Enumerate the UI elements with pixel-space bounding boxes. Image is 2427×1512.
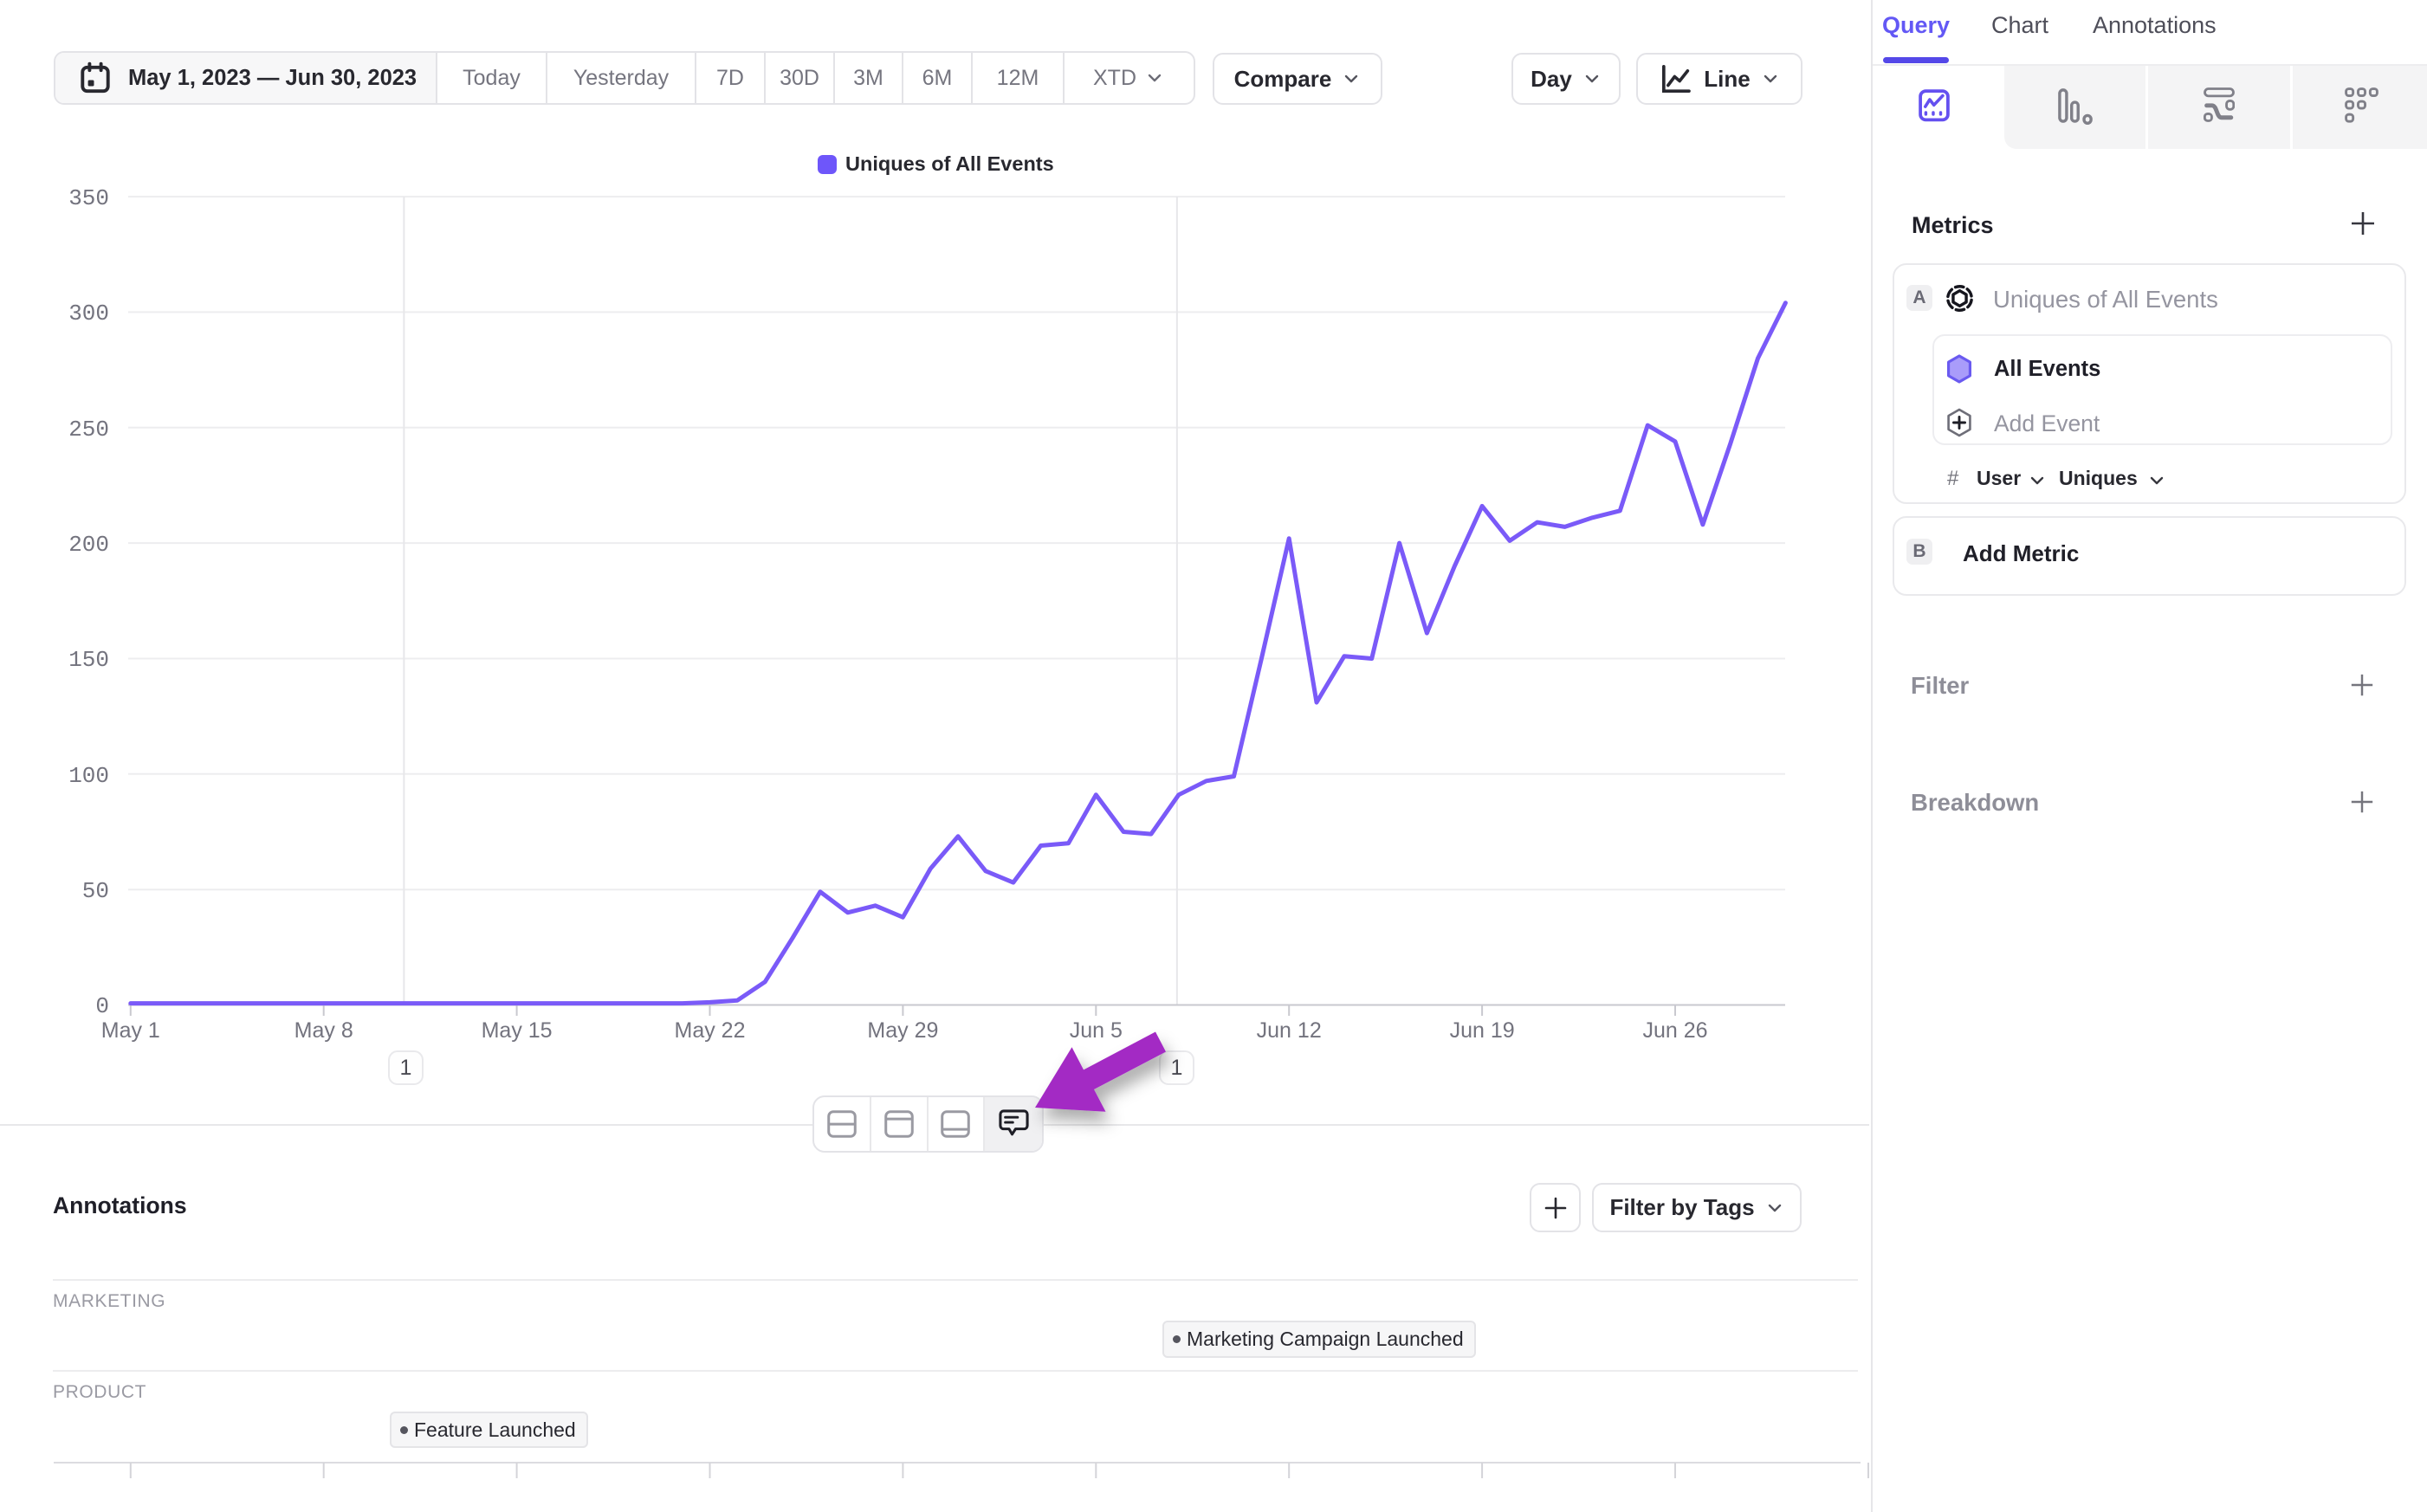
- svg-text:May 22: May 22: [675, 1018, 746, 1043]
- svg-text:0: 0: [95, 993, 109, 1019]
- svg-text:50: 50: [82, 878, 109, 904]
- svg-text:Jun 12: Jun 12: [1257, 1018, 1322, 1043]
- svg-text:300: 300: [68, 300, 109, 326]
- svg-text:Jun 5: Jun 5: [1070, 1018, 1123, 1043]
- svg-text:May 1: May 1: [101, 1018, 160, 1043]
- svg-text:250: 250: [68, 417, 109, 443]
- svg-text:200: 200: [68, 532, 109, 558]
- svg-text:150: 150: [68, 647, 109, 673]
- svg-text:May 29: May 29: [867, 1018, 938, 1043]
- svg-text:100: 100: [68, 763, 109, 789]
- svg-text:350: 350: [68, 185, 109, 211]
- svg-text:May 15: May 15: [482, 1018, 553, 1043]
- svg-text:Jun 19: Jun 19: [1450, 1018, 1515, 1043]
- svg-text:Jun 26: Jun 26: [1642, 1018, 1707, 1043]
- svg-text:May 8: May 8: [294, 1018, 353, 1043]
